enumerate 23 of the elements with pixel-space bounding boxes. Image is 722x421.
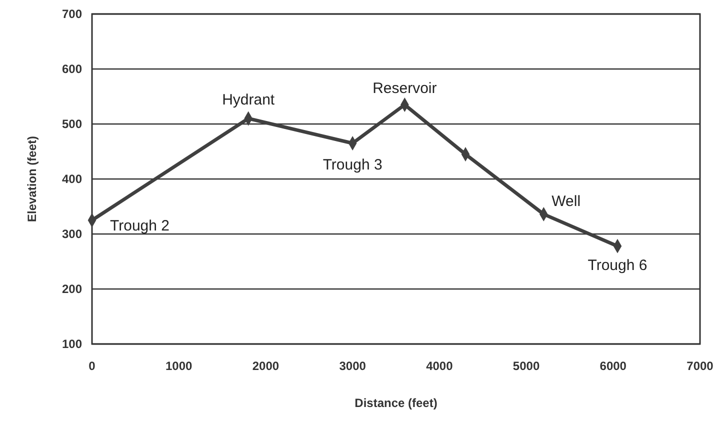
annotation: Well [552,193,581,210]
annotation: Hydrant [222,92,276,108]
annotation: Trough 3 [322,156,382,174]
y-tick-label: 300 [62,227,82,242]
x-tick-label: 1000 [166,359,193,373]
y-tick-label: 600 [62,62,82,76]
x-axis-title: Distance (feet) [354,396,438,410]
y-tick-label: 700 [62,7,82,22]
x-tick-label: 0 [88,359,96,373]
annotation: Reservoir [372,80,437,97]
annotation: Trough 6 [588,257,648,274]
x-tick-label: 4000 [426,359,454,373]
x-tick-label: 6000 [600,359,627,373]
annotation: Trough 2 [110,217,170,234]
y-tick-label: 400 [62,172,82,186]
x-tick-label: 3000 [339,359,366,373]
y-tick-label: 200 [62,282,82,296]
y-tick-label: 100 [62,337,82,352]
x-tick-label: 7000 [686,359,714,373]
y-axis-title: Elevation (feet) [25,136,39,222]
x-tick-label: 2000 [252,359,280,373]
y-tick-label: 500 [62,117,82,132]
x-tick-label: 5000 [512,359,540,373]
